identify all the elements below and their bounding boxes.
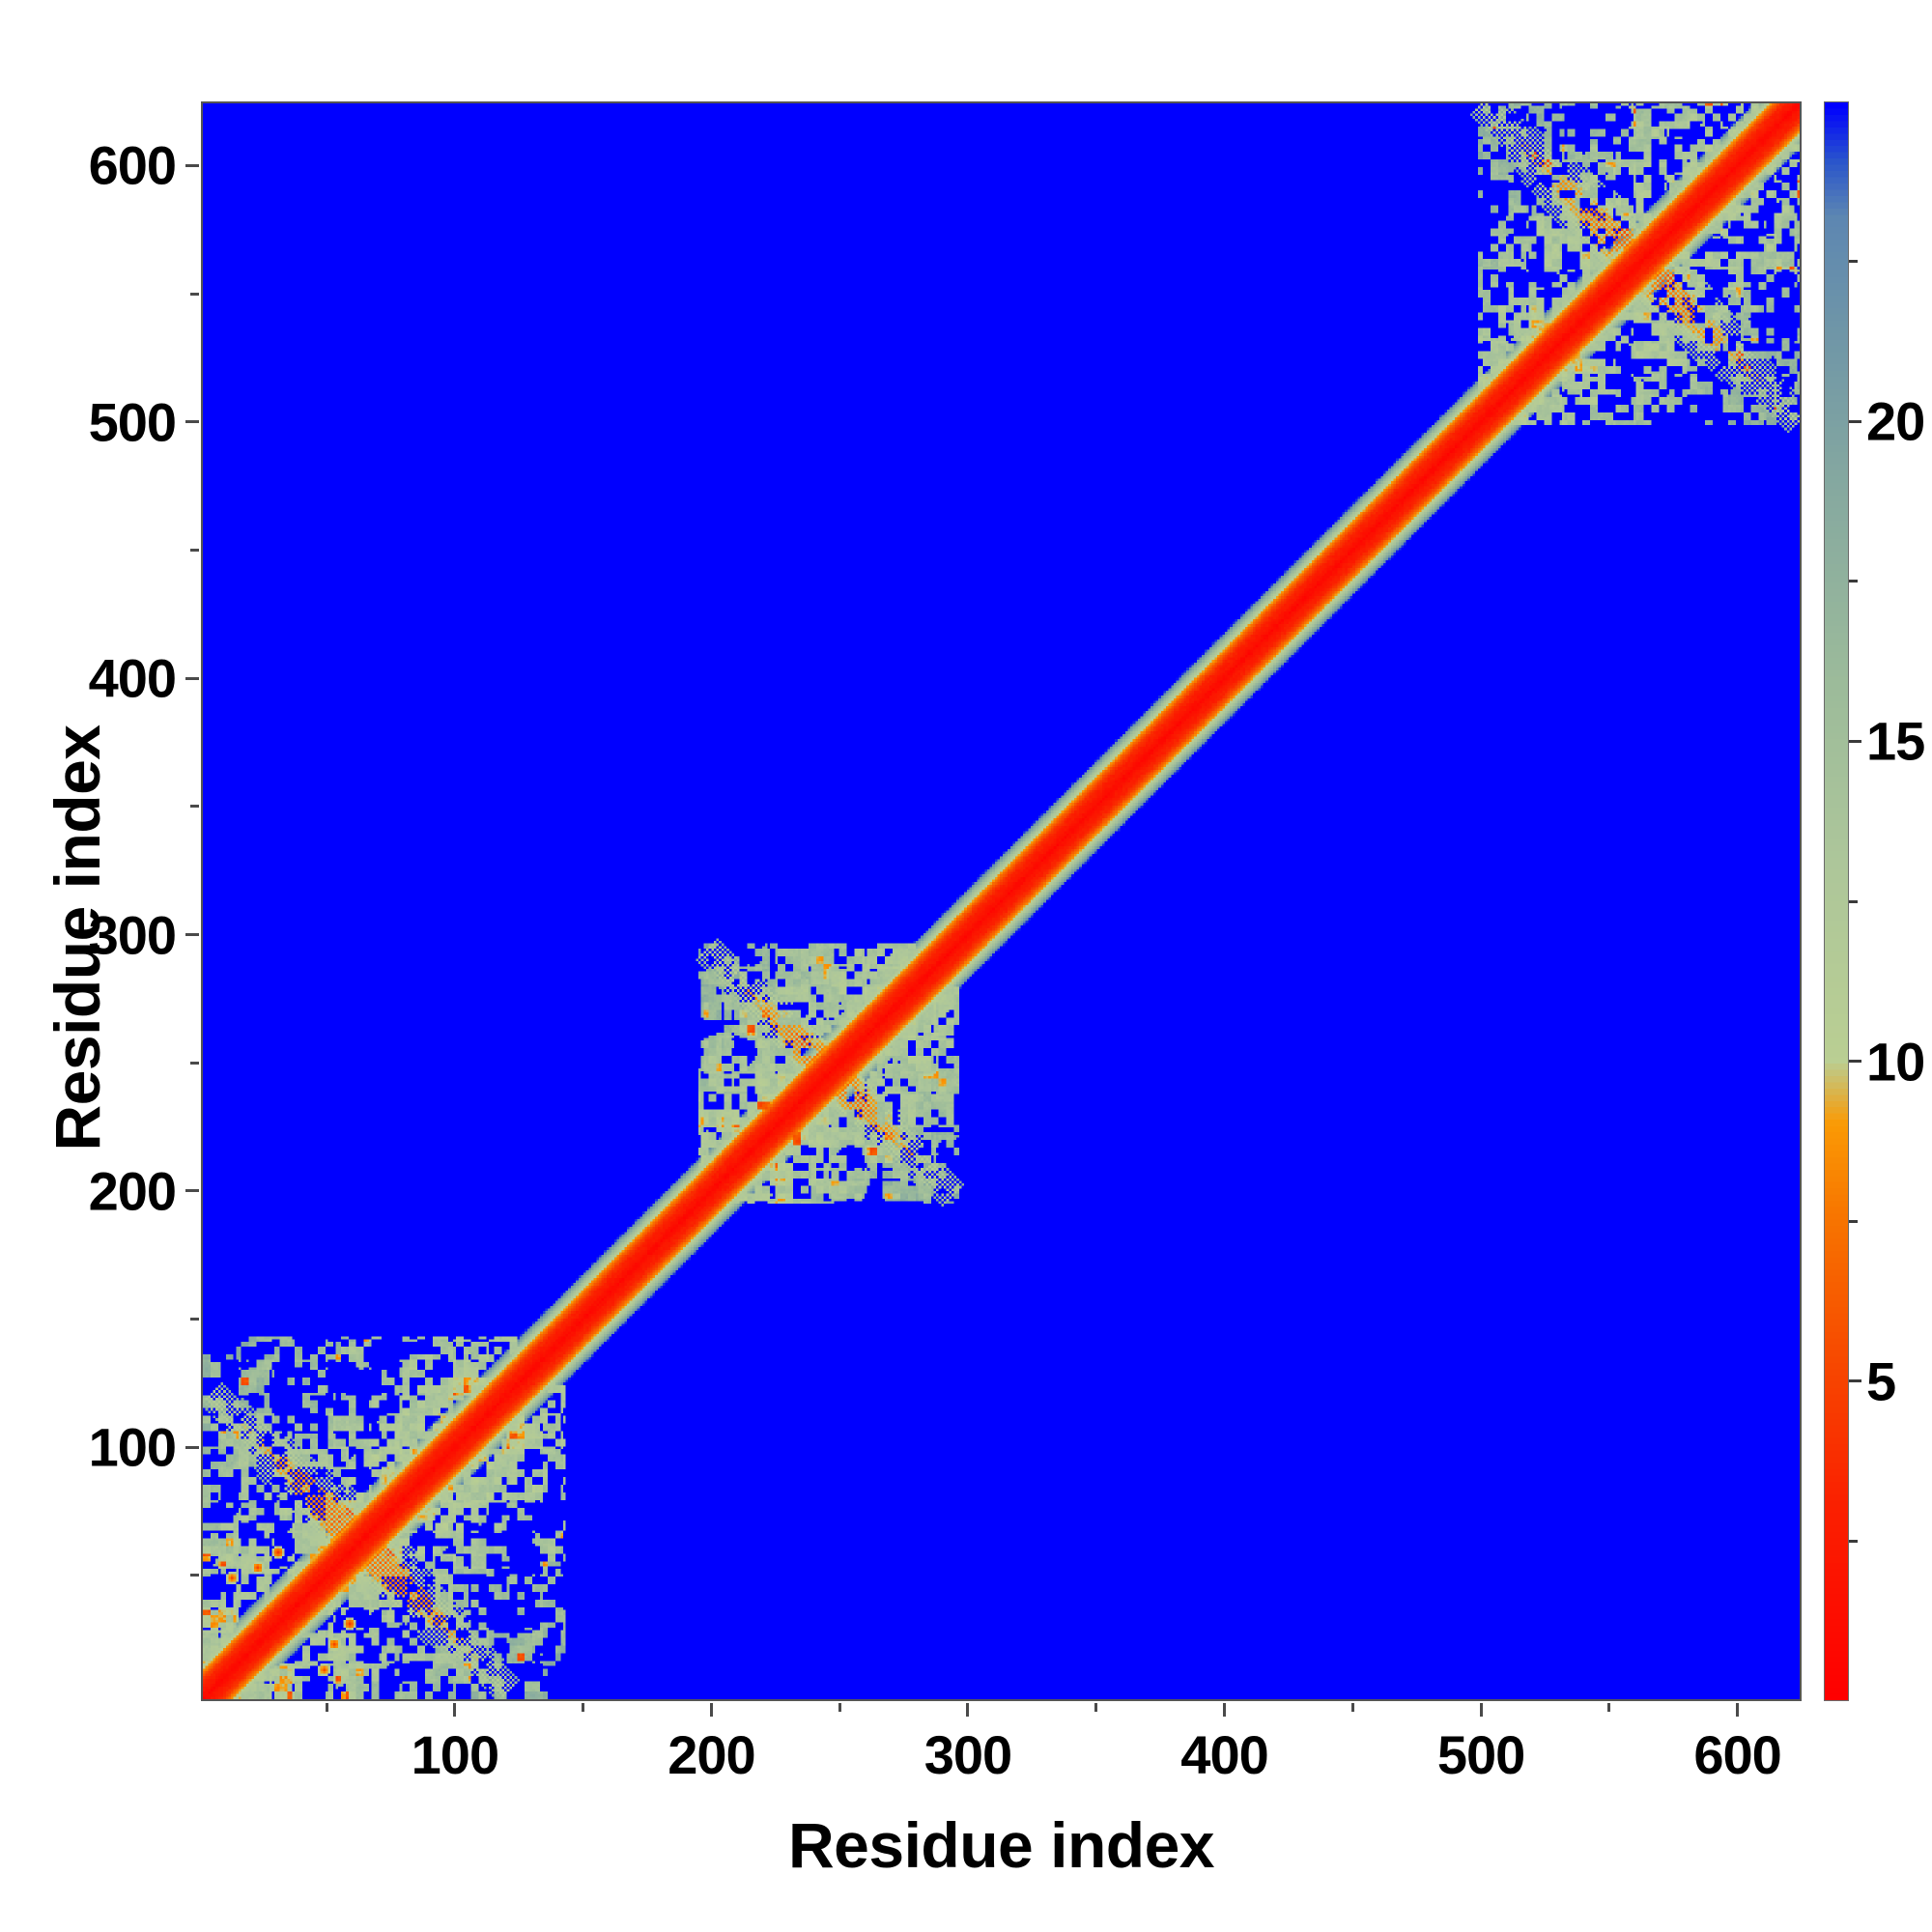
y-axis-tick-labels: 100 200 300 400 500 600 [0, 101, 177, 1701]
heatmap-image [203, 103, 1800, 1699]
y-tick-300 [185, 933, 199, 936]
y-minor-tick-350 [190, 805, 199, 809]
colorbar-group: 5 10 15 20 [1824, 101, 1932, 1701]
colorbar-tick-label-10: 10 [1866, 1031, 1925, 1093]
colorbar[interactable] [1824, 101, 1849, 1701]
x-tick-500 [1479, 1703, 1483, 1717]
y-tick-label-600: 600 [88, 134, 177, 196]
x-minor-tick-50 [325, 1703, 328, 1712]
colorbar-minor-tick-4 [1849, 260, 1858, 264]
x-axis-tick-labels: 100 200 300 400 500 600 [201, 1723, 1802, 1791]
x-tick-label-200: 200 [668, 1724, 755, 1785]
colorbar-gradient [1825, 102, 1848, 1700]
y-tick-100 [185, 1445, 199, 1449]
x-minor-tick-550 [1607, 1703, 1611, 1712]
colorbar-tick-20 [1849, 419, 1861, 423]
y-tick-label-400: 400 [88, 647, 177, 709]
x-minor-tick-450 [1350, 1703, 1354, 1712]
y-tick-label-300: 300 [88, 904, 177, 965]
x-tick-label-600: 600 [1693, 1724, 1781, 1785]
x-minor-tick-350 [1094, 1703, 1098, 1712]
colorbar-tick-label-5: 5 [1866, 1350, 1896, 1412]
x-minor-tick-250 [838, 1703, 841, 1712]
x-minor-tick-150 [582, 1703, 585, 1712]
x-tick-label-100: 100 [411, 1724, 499, 1785]
y-minor-tick-550 [190, 292, 199, 296]
colorbar-tick-label-20: 20 [1866, 390, 1925, 452]
y-tick-600 [185, 163, 199, 167]
colorbar-tick-5 [1849, 1379, 1861, 1383]
heatmap-plot-area[interactable] [201, 101, 1802, 1701]
y-tick-label-200: 200 [88, 1160, 177, 1222]
y-minor-tick-50 [190, 1574, 199, 1577]
colorbar-minor-tick-3 [1849, 580, 1858, 583]
colorbar-minor-tick-1 [1849, 1219, 1858, 1223]
y-axis-title: Residue index [42, 724, 113, 1151]
y-minor-tick-250 [190, 1061, 199, 1065]
x-tick-400 [1223, 1703, 1227, 1717]
y-tick-label-500: 500 [88, 391, 177, 453]
y-tick-500 [185, 420, 199, 424]
y-minor-tick-450 [190, 548, 199, 552]
x-tick-label-400: 400 [1180, 1724, 1268, 1785]
colorbar-minor-tick-2 [1849, 899, 1858, 903]
colorbar-tick-15 [1849, 739, 1861, 743]
x-tick-label-300: 300 [923, 1724, 1012, 1785]
colorbar-tick-10 [1849, 1060, 1861, 1064]
colorbar-minor-tick-0 [1849, 1539, 1858, 1543]
y-tick-400 [185, 676, 199, 680]
colorbar-tick-label-15: 15 [1866, 710, 1925, 772]
y-tick-label-100: 100 [88, 1416, 177, 1478]
x-tick-label-500: 500 [1436, 1724, 1525, 1785]
y-tick-200 [185, 1189, 199, 1193]
x-tick-100 [453, 1703, 457, 1717]
x-axis-title: Residue index [788, 1809, 1214, 1881]
y-minor-tick-150 [190, 1318, 199, 1321]
x-tick-600 [1736, 1703, 1740, 1717]
x-tick-200 [709, 1703, 713, 1717]
x-tick-300 [966, 1703, 970, 1717]
